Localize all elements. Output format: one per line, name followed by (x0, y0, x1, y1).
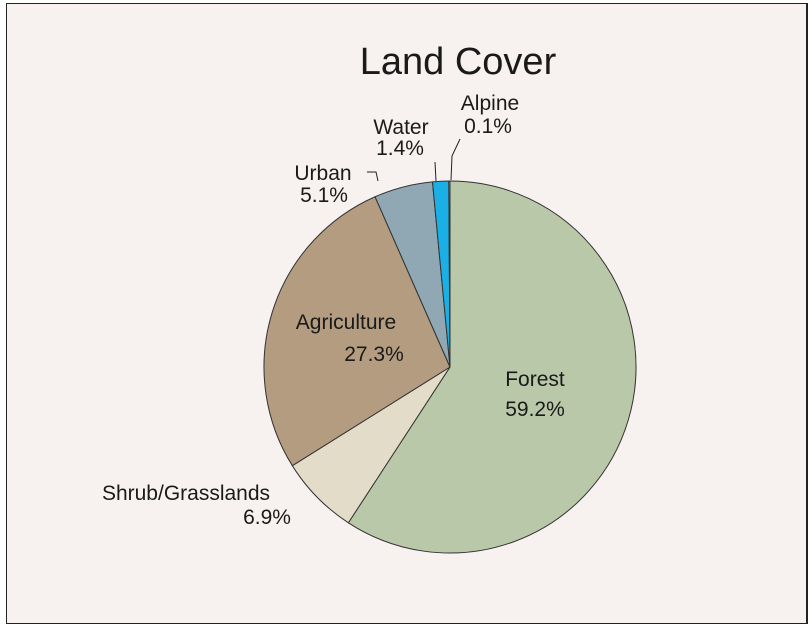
slice-value-agriculture: 27.3% (344, 343, 404, 366)
slice-value-urban: 5.1% (300, 184, 348, 207)
leader-line-urban (367, 171, 379, 182)
leader-line-water (434, 161, 437, 182)
slice-value-shrub-grasslands: 6.9% (243, 506, 291, 529)
slice-label-shrub-grasslands: Shrub/Grasslands (102, 482, 270, 505)
pie-slice-agriculture (263, 196, 451, 467)
leader-line-alpine (450, 138, 461, 181)
slice-label-water: Water (373, 116, 428, 139)
slice-label-urban: Urban (294, 162, 351, 185)
slice-label-alpine: Alpine (461, 92, 519, 115)
pie-slice-forest (347, 180, 637, 554)
pie-slice-alpine (448, 180, 451, 368)
chart-title: Land Cover (360, 41, 557, 83)
slice-value-alpine: 0.1% (464, 115, 512, 138)
slice-label-agriculture: Agriculture (296, 311, 396, 334)
slice-value-forest: 59.2% (505, 398, 565, 421)
slice-label-forest: Forest (505, 368, 565, 391)
slice-value-water: 1.4% (376, 137, 424, 160)
